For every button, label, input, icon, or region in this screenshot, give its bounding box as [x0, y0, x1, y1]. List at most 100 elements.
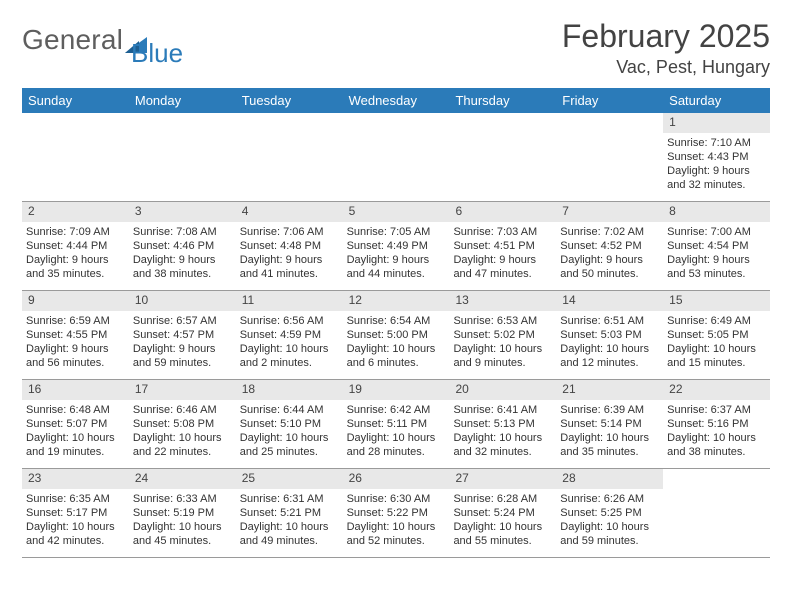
- cell-details: Sunrise: 7:05 AMSunset: 4:49 PMDaylight:…: [347, 225, 446, 282]
- cell-line-sunset: Sunset: 5:19 PM: [133, 506, 232, 520]
- calendar-cell: [129, 113, 236, 201]
- day-number: 16: [22, 380, 129, 400]
- cell-details: Sunrise: 6:33 AMSunset: 5:19 PMDaylight:…: [133, 492, 232, 549]
- cell-line-sunset: Sunset: 5:17 PM: [26, 506, 125, 520]
- cell-line-dl1: Daylight: 10 hours: [26, 520, 125, 534]
- cell-line-dl1: Daylight: 10 hours: [453, 342, 552, 356]
- month-title: February 2025: [562, 18, 770, 55]
- cell-line-dl1: Daylight: 9 hours: [347, 253, 446, 267]
- calendar-row: 16Sunrise: 6:48 AMSunset: 5:07 PMDayligh…: [22, 380, 770, 469]
- cell-details: Sunrise: 7:10 AMSunset: 4:43 PMDaylight:…: [667, 136, 766, 193]
- cell-line-sunset: Sunset: 5:10 PM: [240, 417, 339, 431]
- cell-line-sunrise: Sunrise: 6:30 AM: [347, 492, 446, 506]
- cell-details: Sunrise: 7:00 AMSunset: 4:54 PMDaylight:…: [667, 225, 766, 282]
- calendar-cell: 23 Sunrise: 6:35 AMSunset: 5:17 PMDayligh…: [22, 469, 129, 557]
- calendar-row: 1Sunrise: 7:10 AMSunset: 4:43 PMDaylight…: [22, 113, 770, 202]
- cell-line-sunset: Sunset: 4:54 PM: [667, 239, 766, 253]
- day-number: 7: [556, 202, 663, 222]
- day-number: 18: [236, 380, 343, 400]
- cell-line-sunrise: Sunrise: 6:54 AM: [347, 314, 446, 328]
- calendar-cell: 10Sunrise: 6:57 AMSunset: 4:57 PMDayligh…: [129, 291, 236, 379]
- title-block: February 2025 Vac, Pest, Hungary: [562, 18, 770, 78]
- cell-line-sunrise: Sunrise: 7:03 AM: [453, 225, 552, 239]
- calendar-cell: [556, 113, 663, 201]
- cell-line-dl2: and 53 minutes.: [667, 267, 766, 281]
- cell-line-dl2: and 47 minutes.: [453, 267, 552, 281]
- cell-line-sunset: Sunset: 5:13 PM: [453, 417, 552, 431]
- cell-line-sunset: Sunset: 4:55 PM: [26, 328, 125, 342]
- cell-details: Sunrise: 7:02 AMSunset: 4:52 PMDaylight:…: [560, 225, 659, 282]
- calendar-cell: 13Sunrise: 6:53 AMSunset: 5:02 PMDayligh…: [449, 291, 556, 379]
- calendar-cell: 5Sunrise: 7:05 AMSunset: 4:49 PMDaylight…: [343, 202, 450, 290]
- cell-line-dl2: and 2 minutes.: [240, 356, 339, 370]
- cell-line-dl2: and 49 minutes.: [240, 534, 339, 548]
- cell-line-dl1: Daylight: 10 hours: [667, 342, 766, 356]
- cell-line-sunrise: Sunrise: 7:06 AM: [240, 225, 339, 239]
- calendar-cell: 25Sunrise: 6:31 AMSunset: 5:21 PMDayligh…: [236, 469, 343, 557]
- day-number: 24: [129, 469, 236, 489]
- calendar-cell: 19 Sunrise: 6:42 AMSunset: 5:11 PMDayligh…: [343, 380, 450, 468]
- cell-line-dl2: and 15 minutes.: [667, 356, 766, 370]
- cell-line-sunrise: Sunrise: 6:57 AM: [133, 314, 232, 328]
- cell-details: Sunrise: 7:09 AMSunset: 4:44 PMDaylight:…: [26, 225, 125, 282]
- cell-details: Sunrise: 6:26 AMSunset: 5:25 PMDaylight:…: [560, 492, 659, 549]
- cell-line-dl2: and 35 minutes.: [26, 267, 125, 281]
- cell-line-dl1: Daylight: 10 hours: [453, 520, 552, 534]
- cell-details: Sunrise: 6:54 AMSunset: 5:00 PMDaylight:…: [347, 314, 446, 371]
- day-number: 2: [22, 202, 129, 222]
- cell-line-dl1: Daylight: 10 hours: [347, 431, 446, 445]
- cell-details: Sunrise: 6:53 AMSunset: 5:02 PMDaylight:…: [453, 314, 552, 371]
- calendar-cell: 12Sunrise: 6:54 AMSunset: 5:00 PMDayligh…: [343, 291, 450, 379]
- cell-details: Sunrise: 6:46 AMSunset: 5:08 PMDaylight:…: [133, 403, 232, 460]
- cell-line-dl2: and 55 minutes.: [453, 534, 552, 548]
- cell-line-sunset: Sunset: 5:24 PM: [453, 506, 552, 520]
- cell-line-sunrise: Sunrise: 6:53 AM: [453, 314, 552, 328]
- cell-line-sunrise: Sunrise: 6:56 AM: [240, 314, 339, 328]
- cell-line-sunset: Sunset: 5:07 PM: [26, 417, 125, 431]
- cell-line-dl1: Daylight: 10 hours: [240, 520, 339, 534]
- cell-details: Sunrise: 6:56 AMSunset: 4:59 PMDaylight:…: [240, 314, 339, 371]
- day-number: 26: [343, 469, 450, 489]
- calendar-cell: 3Sunrise: 7:08 AMSunset: 4:46 PMDaylight…: [129, 202, 236, 290]
- cell-line-sunset: Sunset: 5:05 PM: [667, 328, 766, 342]
- day-number: 23: [22, 469, 129, 489]
- cell-line-dl2: and 22 minutes.: [133, 445, 232, 459]
- cell-line-sunrise: Sunrise: 6:48 AM: [26, 403, 125, 417]
- cell-line-sunrise: Sunrise: 6:35 AM: [26, 492, 125, 506]
- weekday-header: Friday: [556, 88, 663, 113]
- calendar-row: 2 Sunrise: 7:09 AMSunset: 4:44 PMDaylight…: [22, 202, 770, 291]
- day-number: 8: [663, 202, 770, 222]
- cell-line-sunrise: Sunrise: 6:46 AM: [133, 403, 232, 417]
- calendar-cell: 21Sunrise: 6:39 AMSunset: 5:14 PMDayligh…: [556, 380, 663, 468]
- cell-line-sunrise: Sunrise: 6:39 AM: [560, 403, 659, 417]
- location-subtitle: Vac, Pest, Hungary: [562, 57, 770, 78]
- cell-details: Sunrise: 6:42 AMSunset: 5:11 PMDaylight:…: [347, 403, 446, 460]
- header: General Blue February 2025 Vac, Pest, Hu…: [22, 18, 770, 78]
- weekday-header: Wednesday: [343, 88, 450, 113]
- cell-line-sunset: Sunset: 5:16 PM: [667, 417, 766, 431]
- cell-line-sunrise: Sunrise: 7:00 AM: [667, 225, 766, 239]
- cell-line-sunset: Sunset: 5:02 PM: [453, 328, 552, 342]
- calendar-row: 23Sunrise: 6:35 AMSunset: 5:17 PMDayligh…: [22, 469, 770, 558]
- cell-line-sunrise: Sunrise: 6:41 AM: [453, 403, 552, 417]
- day-number: 19: [343, 380, 450, 400]
- cell-line-dl1: Daylight: 10 hours: [133, 431, 232, 445]
- calendar-cell: 20Sunrise: 6:41 AMSunset: 5:13 PMDayligh…: [449, 380, 556, 468]
- day-number: 15: [663, 291, 770, 311]
- cell-line-sunset: Sunset: 5:22 PM: [347, 506, 446, 520]
- cell-line-sunrise: Sunrise: 6:42 AM: [347, 403, 446, 417]
- cell-line-dl1: Daylight: 10 hours: [560, 431, 659, 445]
- day-number: 17: [129, 380, 236, 400]
- cell-line-dl1: Daylight: 10 hours: [347, 342, 446, 356]
- day-number: 11: [236, 291, 343, 311]
- calendar-cell: 24 Sunrise: 6:33 AMSunset: 5:19 PMDayligh…: [129, 469, 236, 557]
- cell-line-dl2: and 9 minutes.: [453, 356, 552, 370]
- calendar-cell: 14Sunrise: 6:51 AMSunset: 5:03 PMDayligh…: [556, 291, 663, 379]
- cell-line-dl1: Daylight: 9 hours: [453, 253, 552, 267]
- cell-line-dl2: and 12 minutes.: [560, 356, 659, 370]
- calendar-cell: 15Sunrise: 6:49 AMSunset: 5:05 PMDayligh…: [663, 291, 770, 379]
- cell-details: Sunrise: 6:48 AMSunset: 5:07 PMDaylight:…: [26, 403, 125, 460]
- calendar-cell: 2 Sunrise: 7:09 AMSunset: 4:44 PMDaylight…: [22, 202, 129, 290]
- weekday-header: Sunday: [22, 88, 129, 113]
- cell-details: Sunrise: 7:03 AMSunset: 4:51 PMDaylight:…: [453, 225, 552, 282]
